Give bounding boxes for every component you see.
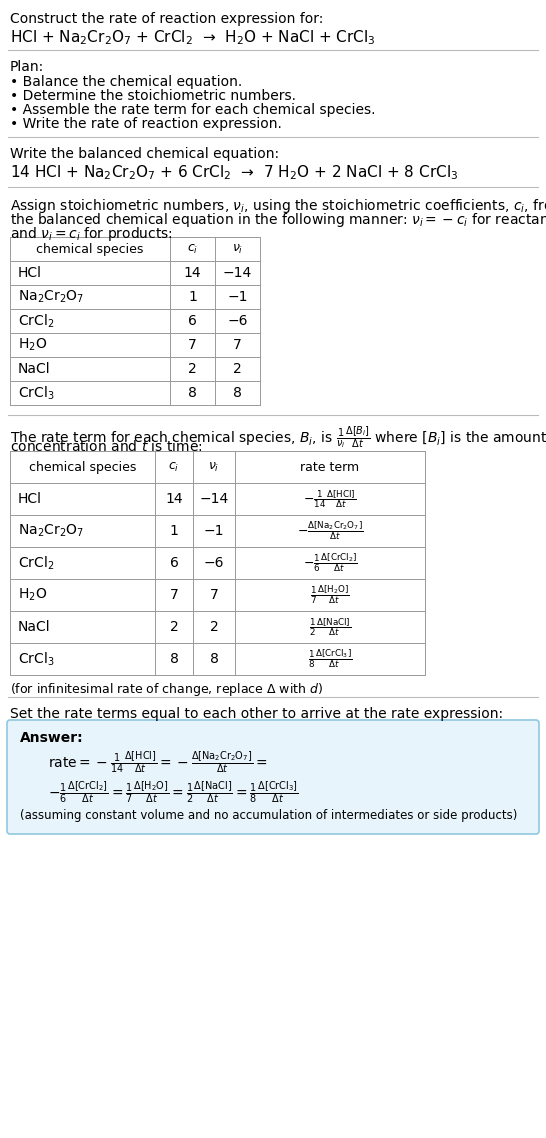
Text: $-\frac{\Delta[\mathrm{Na_2Cr_2O_7}]}{\Delta t}$: $-\frac{\Delta[\mathrm{Na_2Cr_2O_7}]}{\D… xyxy=(297,520,363,543)
Text: 14: 14 xyxy=(183,266,201,280)
Text: and $\nu_i = c_i$ for products:: and $\nu_i = c_i$ for products: xyxy=(10,225,173,244)
Text: 1: 1 xyxy=(188,290,197,304)
Text: −1: −1 xyxy=(227,290,248,304)
Text: Answer:: Answer: xyxy=(20,731,84,745)
FancyBboxPatch shape xyxy=(7,720,539,834)
Text: 14: 14 xyxy=(165,492,183,506)
Text: Construct the rate of reaction expression for:: Construct the rate of reaction expressio… xyxy=(10,13,323,26)
Text: • Write the rate of reaction expression.: • Write the rate of reaction expression. xyxy=(10,117,282,131)
Text: 1: 1 xyxy=(170,523,179,538)
Text: $\nu_i$: $\nu_i$ xyxy=(232,242,243,256)
Text: • Determine the stoichiometric numbers.: • Determine the stoichiometric numbers. xyxy=(10,89,296,104)
Text: $-\frac{1}{14}\frac{\Delta[\mathrm{HCl}]}{\Delta t}$: $-\frac{1}{14}\frac{\Delta[\mathrm{HCl}]… xyxy=(304,488,357,510)
Text: 8: 8 xyxy=(188,386,197,399)
Text: $\frac{1}{7}\frac{\Delta[\mathrm{H_2O}]}{\Delta t}$: $\frac{1}{7}\frac{\Delta[\mathrm{H_2O}]}… xyxy=(310,584,350,607)
Text: CrCl$_3$: CrCl$_3$ xyxy=(18,385,55,402)
Text: NaCl: NaCl xyxy=(18,620,51,634)
Text: • Assemble the rate term for each chemical species.: • Assemble the rate term for each chemic… xyxy=(10,104,376,117)
Text: 7: 7 xyxy=(170,588,179,602)
Text: CrCl$_3$: CrCl$_3$ xyxy=(18,650,55,668)
Text: CrCl$_2$: CrCl$_2$ xyxy=(18,554,54,571)
Text: $c_i$: $c_i$ xyxy=(187,242,198,256)
Text: 8: 8 xyxy=(170,652,179,666)
Text: NaCl: NaCl xyxy=(18,362,51,376)
Text: 2: 2 xyxy=(188,362,197,376)
Text: 7: 7 xyxy=(188,338,197,352)
Text: chemical species: chemical species xyxy=(37,242,144,256)
Text: −14: −14 xyxy=(223,266,252,280)
Text: −14: −14 xyxy=(199,492,229,506)
Text: −1: −1 xyxy=(204,523,224,538)
Text: 14 HCl + Na$_2$Cr$_2$O$_7$ + 6 CrCl$_2$  →  7 H$_2$O + 2 NaCl + 8 CrCl$_3$: 14 HCl + Na$_2$Cr$_2$O$_7$ + 6 CrCl$_2$ … xyxy=(10,163,458,182)
Text: 6: 6 xyxy=(170,556,179,570)
Text: $-\frac{1}{6}\frac{\Delta[\mathrm{CrCl_2}]}{\Delta t}$: $-\frac{1}{6}\frac{\Delta[\mathrm{CrCl_2… xyxy=(302,552,358,575)
Text: Assign stoichiometric numbers, $\nu_i$, using the stoichiometric coefficients, $: Assign stoichiometric numbers, $\nu_i$, … xyxy=(10,197,546,215)
Text: chemical species: chemical species xyxy=(29,461,136,473)
Text: −6: −6 xyxy=(204,556,224,570)
Text: Plan:: Plan: xyxy=(10,60,44,74)
Text: 8: 8 xyxy=(233,386,242,399)
Text: Write the balanced chemical equation:: Write the balanced chemical equation: xyxy=(10,147,279,160)
Text: 6: 6 xyxy=(188,314,197,328)
Text: 7: 7 xyxy=(233,338,242,352)
Text: $\frac{1}{8}\frac{\Delta[\mathrm{CrCl_3}]}{\Delta t}$: $\frac{1}{8}\frac{\Delta[\mathrm{CrCl_3}… xyxy=(308,648,352,670)
Text: $\frac{1}{2}\frac{\Delta[\mathrm{NaCl}]}{\Delta t}$: $\frac{1}{2}\frac{\Delta[\mathrm{NaCl}]}… xyxy=(309,616,351,638)
Text: H$_2$O: H$_2$O xyxy=(18,587,48,603)
Text: HCl: HCl xyxy=(18,492,42,506)
Text: 2: 2 xyxy=(170,620,179,634)
Text: Na$_2$Cr$_2$O$_7$: Na$_2$Cr$_2$O$_7$ xyxy=(18,522,84,539)
Text: 7: 7 xyxy=(210,588,218,602)
Text: $\mathrm{rate} = -\frac{1}{14}\frac{\Delta[\mathrm{HCl}]}{\Delta t} = -\frac{\De: $\mathrm{rate} = -\frac{1}{14}\frac{\Del… xyxy=(48,749,268,775)
Text: concentration and $t$ is time:: concentration and $t$ is time: xyxy=(10,439,203,454)
Text: rate term: rate term xyxy=(300,461,360,473)
Text: 2: 2 xyxy=(210,620,218,634)
Text: the balanced chemical equation in the following manner: $\nu_i = -c_i$ for react: the balanced chemical equation in the fo… xyxy=(10,211,546,229)
Text: $-\frac{1}{6}\frac{\Delta[\mathrm{CrCl_2}]}{\Delta t} = \frac{1}{7}\frac{\Delta[: $-\frac{1}{6}\frac{\Delta[\mathrm{CrCl_2… xyxy=(48,780,299,805)
Text: HCl + Na$_2$Cr$_2$O$_7$ + CrCl$_2$  →  H$_2$O + NaCl + CrCl$_3$: HCl + Na$_2$Cr$_2$O$_7$ + CrCl$_2$ → H$_… xyxy=(10,28,376,47)
Text: (for infinitesimal rate of change, replace Δ with $d$): (for infinitesimal rate of change, repla… xyxy=(10,681,323,698)
Text: −6: −6 xyxy=(227,314,248,328)
Text: The rate term for each chemical species, $B_i$, is $\frac{1}{\nu_i}\frac{\Delta[: The rate term for each chemical species,… xyxy=(10,424,546,451)
Text: 8: 8 xyxy=(210,652,218,666)
Text: Set the rate terms equal to each other to arrive at the rate expression:: Set the rate terms equal to each other t… xyxy=(10,707,503,721)
Text: $\nu_i$: $\nu_i$ xyxy=(209,461,219,473)
Text: CrCl$_2$: CrCl$_2$ xyxy=(18,312,54,330)
Text: (assuming constant volume and no accumulation of intermediates or side products): (assuming constant volume and no accumul… xyxy=(20,809,518,822)
Text: H$_2$O: H$_2$O xyxy=(18,337,48,353)
Text: 2: 2 xyxy=(233,362,242,376)
Text: • Balance the chemical equation.: • Balance the chemical equation. xyxy=(10,75,242,89)
Text: HCl: HCl xyxy=(18,266,42,280)
Text: $c_i$: $c_i$ xyxy=(168,461,180,473)
Text: Na$_2$Cr$_2$O$_7$: Na$_2$Cr$_2$O$_7$ xyxy=(18,289,84,305)
